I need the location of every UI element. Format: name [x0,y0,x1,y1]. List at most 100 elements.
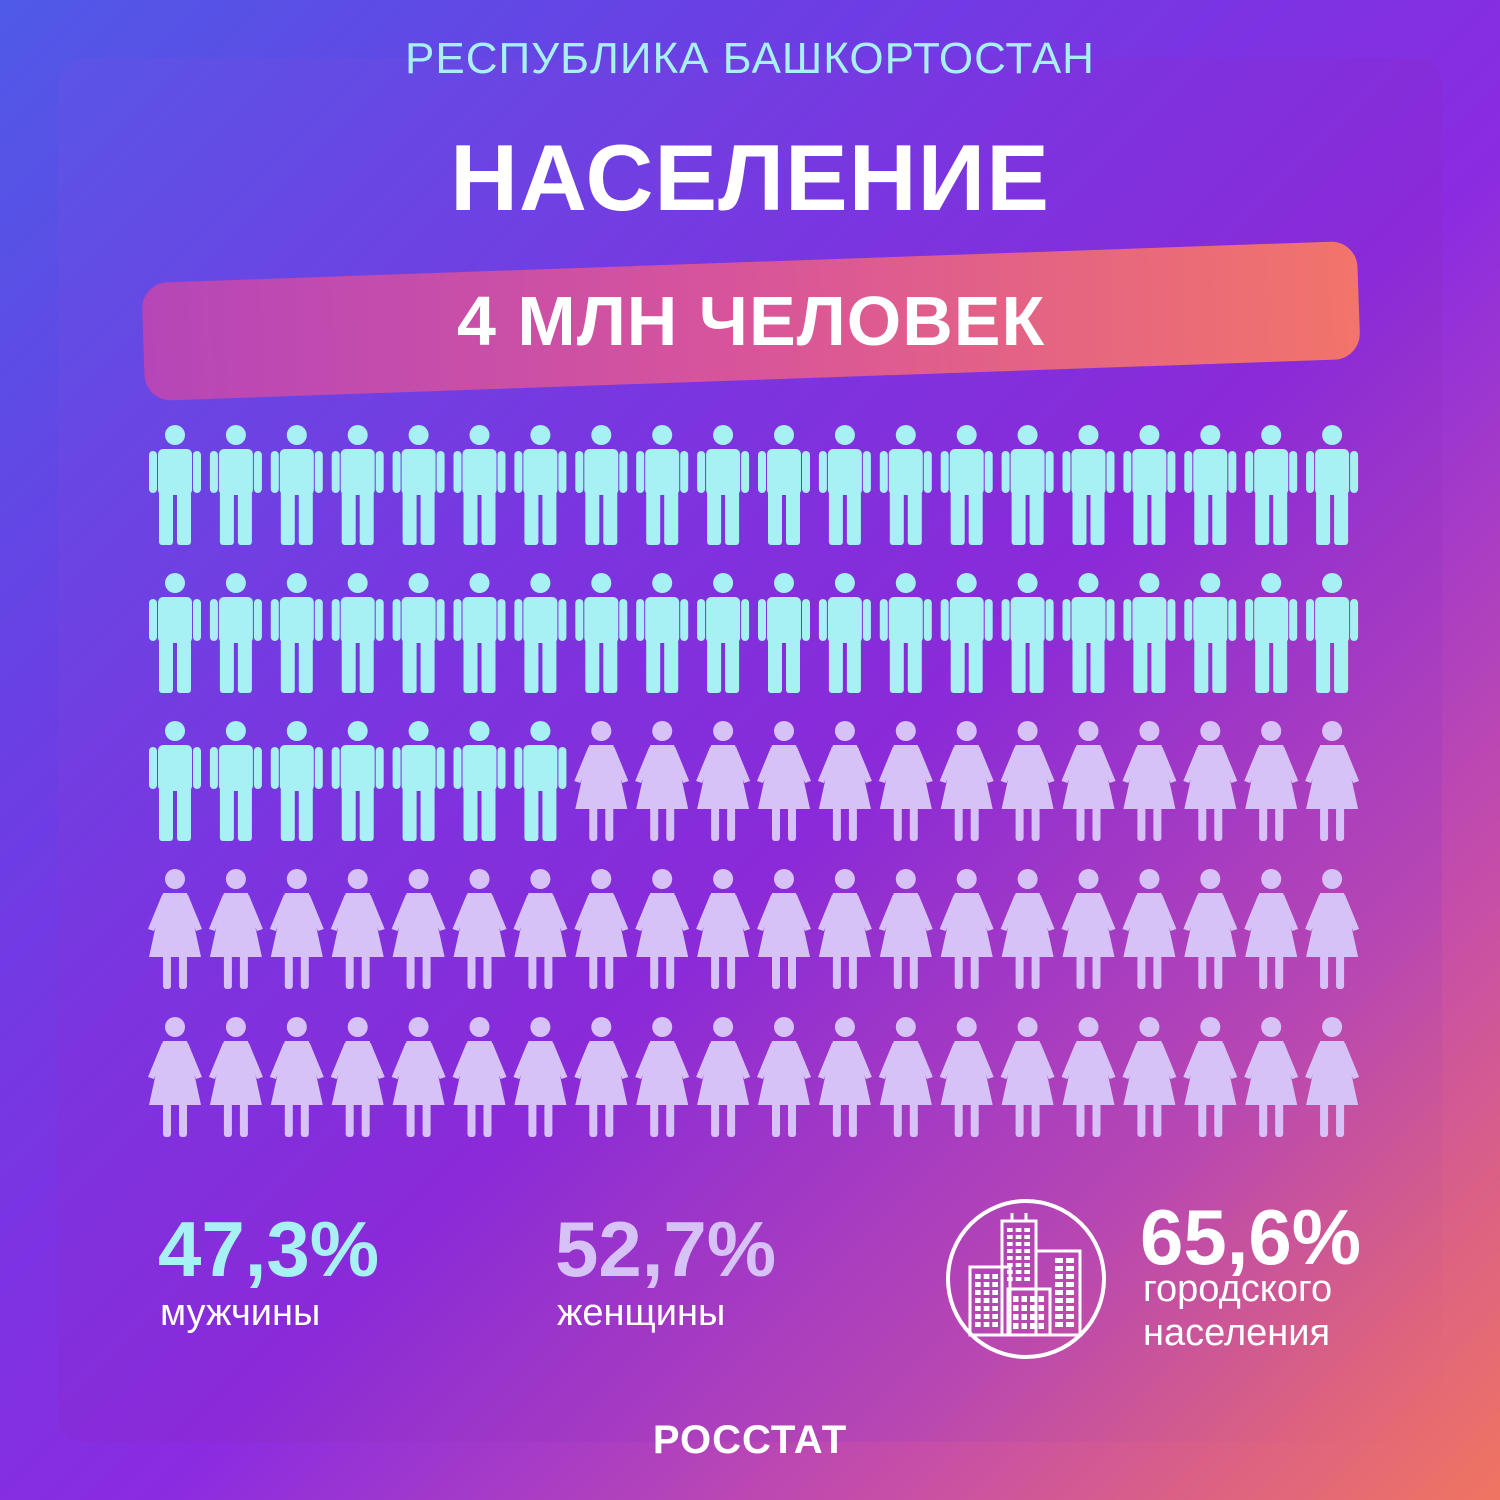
woman-icon [878,721,933,841]
woman-icon [696,721,751,841]
urban-label-line2: населения [1143,1311,1331,1354]
page-title: НАСЕЛЕНИЕ [450,125,1050,230]
women-label: женщины [557,1292,726,1334]
region-name: РЕСПУБЛИКА БАШКОРТОСТАН [405,34,1095,83]
woman-icon [330,1017,385,1137]
man-icon [392,425,445,545]
woman-icon [1183,721,1238,841]
man-icon [818,573,871,693]
woman-icon [817,1017,872,1137]
men-percentage: 47,3% [158,1205,380,1293]
man-icon [940,425,993,545]
woman-icon [513,869,568,989]
man-icon [636,425,689,545]
woman-icon [574,721,629,841]
woman-icon [1061,721,1116,841]
man-icon [1184,425,1237,545]
woman-icon [269,869,324,989]
woman-icon [574,869,629,989]
woman-icon [330,869,385,989]
man-icon [1123,425,1176,545]
man-icon [270,425,323,545]
man-icon [453,573,506,693]
source-logo: РОССТАТ [652,1418,848,1462]
woman-icon [1305,721,1360,841]
man-icon [1123,573,1176,693]
woman-icon [1122,1017,1177,1137]
man-icon [1306,425,1359,545]
man-icon [331,425,384,545]
woman-icon [757,1017,811,1137]
women-percentage: 52,7% [555,1205,777,1293]
urban-label: городского населения [1143,1268,1332,1355]
woman-icon [574,1017,629,1137]
woman-icon [817,869,872,989]
woman-icon [208,869,263,989]
woman-icon [635,1017,690,1137]
man-icon [331,721,384,841]
woman-icon [1061,869,1116,989]
woman-icon [452,1017,507,1137]
man-icon [879,573,932,693]
woman-icon [878,869,933,989]
man-icon [149,425,201,545]
man-icon [209,573,262,693]
woman-icon [1305,869,1360,989]
man-icon [1001,425,1054,545]
man-icon [697,573,750,693]
woman-icon [391,869,446,989]
man-icon [514,721,567,841]
man-icon [514,573,567,693]
woman-icon [1244,1017,1299,1137]
men-label: мужчины [160,1292,321,1334]
man-icon [575,573,628,693]
man-icon [1245,425,1298,545]
man-icon [1245,573,1298,693]
man-icon [1184,573,1237,693]
woman-icon [208,1017,263,1137]
woman-icon [452,869,507,989]
woman-icon [939,869,994,989]
man-icon [1062,425,1115,545]
man-icon [453,425,506,545]
man-icon [392,721,445,841]
man-icon [940,573,993,693]
woman-icon [1000,1017,1055,1137]
man-icon [270,573,323,693]
woman-icon [1000,721,1055,841]
woman-icon [635,721,690,841]
man-icon [575,425,628,545]
man-icon [758,425,810,545]
man-icon [1001,573,1054,693]
man-icon [514,425,567,545]
woman-icon [878,1017,933,1137]
woman-icon [148,1017,202,1137]
woman-icon [757,721,811,841]
woman-icon [1122,869,1177,989]
woman-icon [1000,869,1055,989]
man-icon [270,721,323,841]
man-icon [879,425,932,545]
man-icon [149,721,201,841]
woman-icon [1183,869,1238,989]
woman-icon [1244,721,1299,841]
woman-icon [269,1017,324,1137]
woman-icon [1183,1017,1238,1137]
woman-icon [391,1017,446,1137]
woman-icon [635,869,690,989]
city-buildings-icon [946,1199,1106,1359]
man-icon [818,425,871,545]
man-icon [758,573,810,693]
woman-icon [696,869,751,989]
man-icon [697,425,750,545]
woman-icon [696,1017,751,1137]
man-icon [209,721,262,841]
man-icon [331,573,384,693]
man-icon [209,425,262,545]
woman-icon [148,869,202,989]
man-icon [149,573,201,693]
man-icon [392,573,445,693]
woman-icon [1122,721,1177,841]
woman-icon [817,721,872,841]
